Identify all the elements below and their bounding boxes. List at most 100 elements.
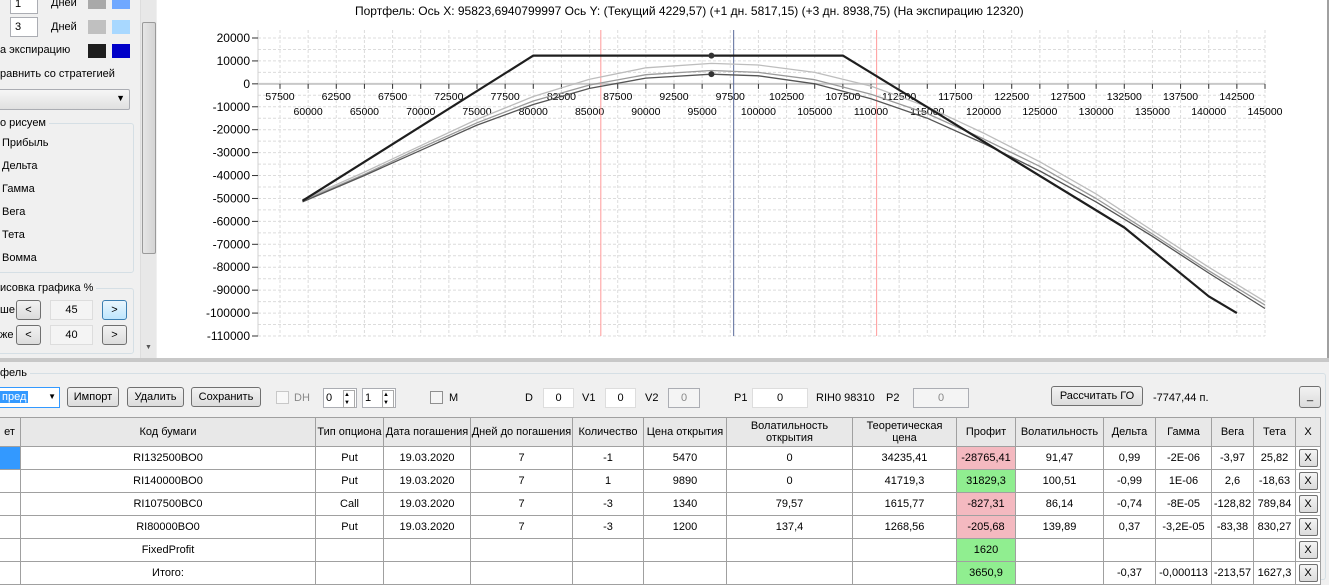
- column-header-profit[interactable]: Профит: [956, 417, 1016, 447]
- range-top-increase-button[interactable]: >: [102, 300, 127, 320]
- column-header-qty[interactable]: Количество: [572, 417, 644, 447]
- draw-option-2[interactable]: Гамма: [2, 183, 35, 195]
- table-row[interactable]: RI107500BC0 Call 19.03.2020 7 -3 1340 79,57 161…: [0, 492, 1321, 516]
- d-input[interactable]: 0: [543, 388, 574, 408]
- draw-option-0[interactable]: Прибыль: [2, 137, 49, 149]
- spinner-arrows-icon[interactable]: ▲ ▼: [343, 390, 355, 408]
- column-header-open-vol[interactable]: Волатильность открытия: [726, 417, 853, 447]
- column-header-theta[interactable]: Тета: [1253, 417, 1296, 447]
- column-header-sel[interactable]: ет: [0, 417, 21, 447]
- strategy-select[interactable]: пред ▼: [0, 387, 60, 408]
- p1-input[interactable]: 0: [752, 388, 808, 408]
- splitter[interactable]: [0, 358, 1329, 362]
- spinner-1[interactable]: 0 ▲ ▼: [323, 388, 357, 408]
- cell-days: [470, 538, 573, 562]
- remove-row-button[interactable]: X: [1298, 518, 1318, 536]
- remove-row-button[interactable]: X: [1298, 495, 1318, 513]
- x-tick-label-top: 122500: [994, 91, 1029, 103]
- import-button[interactable]: Импорт: [67, 387, 119, 407]
- color-swatch[interactable]: [112, 0, 130, 9]
- color-swatch[interactable]: [88, 44, 106, 58]
- x-tick-label-top: 102500: [769, 91, 804, 103]
- days-input-1[interactable]: 1: [10, 0, 38, 14]
- color-swatch[interactable]: [112, 20, 130, 34]
- scrollbar-thumb[interactable]: [142, 22, 156, 254]
- table-row[interactable]: RI80000BO0 Put 19.03.2020 7 -3 1200 137,4 1268,…: [0, 515, 1321, 539]
- days-input-3[interactable]: 3: [10, 17, 38, 37]
- remove-row-button[interactable]: X: [1298, 564, 1318, 582]
- spinner-arrows-icon[interactable]: ▲ ▼: [382, 390, 394, 408]
- x-tick-label-bottom: 95000: [688, 106, 717, 118]
- color-swatch[interactable]: [88, 0, 106, 9]
- table-row[interactable]: FixedProfit 1620 X: [0, 538, 1321, 562]
- column-header-days[interactable]: Дней до погашения: [470, 417, 573, 447]
- cell-remove[interactable]: X: [1295, 561, 1321, 585]
- draw-option-3[interactable]: Вега: [2, 206, 26, 218]
- range-top-decrease-button[interactable]: <: [16, 300, 41, 320]
- column-header-theor-price[interactable]: Теоретическая цена: [852, 417, 957, 447]
- cell-remove[interactable]: X: [1295, 446, 1321, 470]
- table-row[interactable]: Итого: 3650,9 -0,37 -0,000113 -213,57 1627,3 X: [0, 561, 1321, 585]
- range-bottom-increase-button[interactable]: >: [102, 325, 127, 345]
- x-tick-label-bottom: 90000: [631, 106, 660, 118]
- x-tick-label-top: 67500: [378, 91, 407, 103]
- column-header-gamma[interactable]: Гамма: [1155, 417, 1212, 447]
- cell-delta: -0,74: [1103, 492, 1156, 516]
- remove-row-button[interactable]: X: [1298, 472, 1318, 490]
- remove-row-button[interactable]: X: [1298, 449, 1318, 467]
- v1-input[interactable]: 0: [605, 388, 636, 408]
- column-header-vol[interactable]: Волатильность: [1015, 417, 1104, 447]
- cell-open-vol: 0: [726, 446, 853, 470]
- cell-delta: 0,37: [1103, 515, 1156, 539]
- minimize-button[interactable]: _: [1299, 386, 1321, 408]
- calc-go-button[interactable]: Рассчитать ГО: [1051, 386, 1143, 406]
- cell-remove[interactable]: X: [1295, 538, 1321, 562]
- cell-remove[interactable]: X: [1295, 469, 1321, 493]
- table-row[interactable]: RI132500BO0 Put 19.03.2020 7 -1 5470 0 34235,41…: [0, 446, 1321, 470]
- x-tick-label-top: 137500: [1163, 91, 1198, 103]
- cell-vega: -213,57: [1211, 561, 1254, 585]
- v2-input[interactable]: 0: [668, 388, 700, 408]
- color-swatch[interactable]: [88, 20, 106, 34]
- range-bottom-decrease-button[interactable]: <: [16, 325, 41, 345]
- portfolio-group-title: фель: [0, 367, 30, 379]
- m-checkbox[interactable]: [430, 391, 443, 404]
- cell-gamma: 1E-06: [1155, 469, 1212, 493]
- cell-profit: -28765,41: [956, 446, 1016, 470]
- cell-qty: 1: [572, 469, 644, 493]
- cell-remove[interactable]: X: [1295, 515, 1321, 539]
- column-header-date[interactable]: Дата погашения: [383, 417, 471, 447]
- column-header-vega[interactable]: Вега: [1211, 417, 1254, 447]
- x-tick-label-top: 92500: [659, 91, 688, 103]
- delete-button[interactable]: Удалить: [127, 387, 184, 407]
- x-tick-label-bottom: 130000: [1079, 106, 1114, 118]
- days-label-3: Дней: [51, 21, 77, 33]
- p2-input[interactable]: 0: [913, 388, 969, 408]
- spinner-2[interactable]: 1 ▲ ▼: [362, 388, 396, 408]
- compare-select[interactable]: ▼: [0, 89, 130, 110]
- cell-theor-price: 41719,3: [852, 469, 957, 493]
- column-header-delta[interactable]: Дельта: [1103, 417, 1156, 447]
- column-header-type[interactable]: Тип опциона: [315, 417, 384, 447]
- draw-option-1[interactable]: Дельта: [2, 160, 38, 172]
- color-swatch[interactable]: [112, 44, 130, 58]
- column-header-code[interactable]: Код бумаги: [20, 417, 316, 447]
- scroll-down-icon[interactable]: ▼: [145, 344, 152, 351]
- cell-vega: -128,82: [1211, 492, 1254, 516]
- column-header-remove[interactable]: X: [1295, 417, 1321, 447]
- cell-open-vol: 79,57: [726, 492, 853, 516]
- x-tick-label-top: 57500: [265, 91, 294, 103]
- cell-sel: [0, 492, 21, 516]
- dh-checkbox[interactable]: [276, 391, 289, 404]
- remove-row-button[interactable]: X: [1298, 541, 1318, 559]
- column-header-open-price[interactable]: Цена открытия: [643, 417, 727, 447]
- draw-option-5[interactable]: Вомма: [2, 252, 37, 264]
- cell-remove[interactable]: X: [1295, 492, 1321, 516]
- payoff-chart[interactable]: 20000100000-10000-20000-30000-40000-5000…: [0, 0, 1329, 360]
- cell-delta: -0,99: [1103, 469, 1156, 493]
- series-line-2: [302, 73, 1266, 310]
- draw-option-4[interactable]: Тета: [2, 229, 25, 241]
- left-panel-scrollbar[interactable]: ▼: [140, 0, 156, 358]
- save-button[interactable]: Сохранить: [191, 387, 261, 407]
- table-row[interactable]: RI140000BO0 Put 19.03.2020 7 1 9890 0 41719,3 31…: [0, 469, 1321, 493]
